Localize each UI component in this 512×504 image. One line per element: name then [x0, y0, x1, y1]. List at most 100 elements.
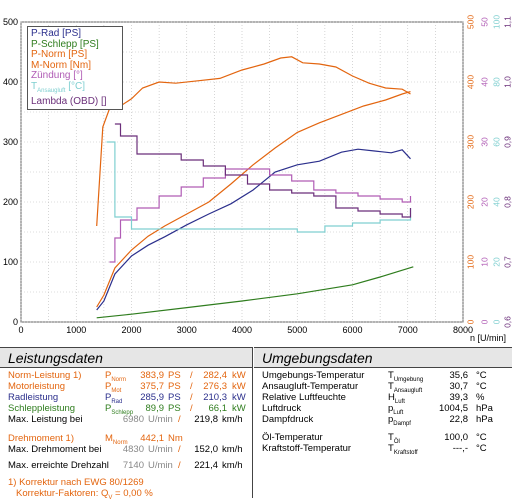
- legend-entry: P-Schlepp [PS]: [31, 38, 99, 50]
- max-leistung-row: Max. Leistung bei 6980 U/min / 219,8 km/h: [0, 414, 252, 426]
- right-axis-tick-label: 200: [465, 195, 475, 209]
- right-axis-tick-label: 400: [465, 75, 475, 89]
- right-axis-tick-label: 20: [491, 257, 501, 267]
- umgebung-row: Luftdruck pLuft 1004,5 hPa: [254, 403, 512, 416]
- umgebung-row: Umgebungs-Temperatur TUmgebung 35,6 °C: [254, 370, 512, 383]
- row-label: Ansaugluft-Temperatur: [262, 381, 359, 392]
- rpm-unit: U/min: [148, 460, 173, 471]
- row-value: 30,7: [449, 381, 469, 392]
- separator: /: [178, 460, 181, 471]
- umgebung-row: Dampfdruck pDampf 22,8 hPa: [254, 414, 512, 427]
- speed-value: 219,8: [194, 414, 218, 425]
- x-tick-label: 2000: [121, 325, 141, 335]
- value-ps: 285,9: [140, 392, 164, 403]
- unit-ps: PS: [168, 392, 181, 403]
- row-symbol: PNorm: [105, 370, 127, 383]
- rpm-value: 7140: [122, 460, 144, 471]
- right-axis-tick-label: 40: [479, 77, 489, 87]
- unit-ps: PS: [168, 381, 181, 392]
- legend-entry: TAnsaugluft [°C]: [31, 80, 86, 94]
- series-line: [96, 148, 411, 311]
- unit-ps: PS: [168, 370, 181, 381]
- leistung-row: Motorleistung PMot 375,7 PS / 276,3 kW: [0, 381, 252, 394]
- unit-kw: kW: [232, 403, 246, 414]
- panel-divider: [252, 347, 253, 498]
- row-unit: hPa: [476, 403, 493, 414]
- x-tick-label: 6000: [342, 325, 362, 335]
- leistungsdaten-panel: Leistungsdaten Norm-Leistung 1) PNorm 383,…: [0, 347, 252, 501]
- chart-legend: P-Rad [PS] P-Schlepp [PS] P-Norm [PS] M-Nor…: [27, 26, 123, 110]
- speed-unit: km/h: [222, 444, 243, 455]
- row-value: 1004,5: [438, 403, 468, 414]
- rpm-unit: U/min: [148, 444, 173, 455]
- row-symbol: pLuft: [388, 403, 404, 416]
- x-tick-label: 3000: [177, 325, 197, 335]
- x-tick-label: 0: [18, 325, 23, 335]
- umgebung-row: Öl-Temperatur TÖl 100,0 °C: [254, 432, 512, 445]
- y-tick-label-left: 500: [3, 17, 18, 27]
- row-value: 35,6: [449, 370, 469, 381]
- chart-axes: 0 1000 2000 3000 4000 5000 6000 7000 80000100200…: [3, 15, 512, 335]
- row-label: Radleistung: [8, 392, 59, 403]
- y-tick-label-left: 200: [3, 197, 18, 207]
- row-symbol: TAnsaugluft: [388, 381, 423, 394]
- row-symbol: pDampf: [388, 414, 411, 427]
- unit-kw: kW: [232, 381, 246, 392]
- row-label: Motorleistung: [8, 381, 66, 392]
- y-tick-label-left: 0: [13, 317, 18, 327]
- x-tick-label: 5000: [287, 325, 307, 335]
- legend-entry: M-Norm [Nm]: [31, 59, 91, 71]
- separator: /: [190, 392, 193, 403]
- row-label: Kraftstoff-Temperatur: [262, 443, 352, 454]
- right-axis-tick-label: 40: [491, 197, 501, 207]
- row-label: Norm-Leistung 1): [8, 370, 82, 381]
- separator: /: [190, 370, 193, 381]
- legend-entry: P-Rad [PS]: [31, 28, 82, 39]
- row-label: Dampfdruck: [262, 414, 314, 425]
- row-label: Luftdruck: [262, 403, 302, 414]
- right-axis-tick-label: 0,9: [502, 136, 512, 148]
- unit-kw: kW: [232, 392, 246, 403]
- row-value: ---,-: [452, 443, 468, 454]
- row-unit: °C: [476, 432, 487, 443]
- right-axis-tick-label: 0: [491, 319, 501, 324]
- speed-value: 221,4: [194, 460, 218, 471]
- umgebungsdaten-title: Umgebungsdaten: [254, 347, 512, 368]
- right-axis-tick-label: 100: [465, 255, 475, 269]
- right-axis-tick-label: 500: [465, 15, 475, 29]
- right-axis-tick-label: 0,7: [502, 256, 512, 268]
- row-symbol: TKraftstoff: [388, 443, 418, 456]
- value-kw: 210,3: [203, 392, 227, 403]
- y-tick-label-left: 400: [3, 77, 18, 87]
- torque-value: 442,1: [140, 433, 164, 444]
- row-unit: °C: [476, 443, 487, 454]
- korrektur-row: 1) Korrektur nach EWG 80/1269: [0, 477, 252, 489]
- separator: /: [178, 414, 181, 425]
- value-ps: 375,7: [140, 381, 164, 392]
- row-value: 39,3: [449, 392, 469, 403]
- row-unit: °C: [476, 370, 487, 381]
- legend-entry: Lambda (OBD) []: [31, 95, 107, 107]
- row-unit: %: [476, 392, 485, 403]
- korrektur-note: 1) Korrektur nach EWG 80/1269: [8, 477, 144, 488]
- faktoren-row: Korrektur-Faktoren: QV = 0,00 %: [0, 488, 252, 501]
- x-tick-label: 1000: [66, 325, 86, 335]
- torque-unit: Nm: [168, 433, 183, 444]
- x-tick-label: 7000: [398, 325, 418, 335]
- series-line: [109, 168, 412, 263]
- row-label: Öl-Temperatur: [262, 432, 323, 443]
- unit-kw: kW: [232, 370, 246, 381]
- right-axis-tick-label: 10: [479, 257, 489, 267]
- series-line: [114, 123, 412, 218]
- x-tick-label: 8000: [453, 325, 473, 335]
- y-tick-label-left: 100: [3, 257, 18, 267]
- row-symbol: PMot: [105, 381, 122, 394]
- row-label: Drehmoment 1): [8, 433, 74, 444]
- right-axis-tick-label: 0: [465, 319, 475, 324]
- value-kw: 276,3: [203, 381, 227, 392]
- series-line: [106, 141, 412, 233]
- row-label: Max. Leistung bei: [8, 414, 83, 425]
- speed-value: 152,0: [194, 444, 218, 455]
- right-axis-tick-label: 30: [479, 137, 489, 147]
- right-axis-tick-label: 80: [491, 77, 501, 87]
